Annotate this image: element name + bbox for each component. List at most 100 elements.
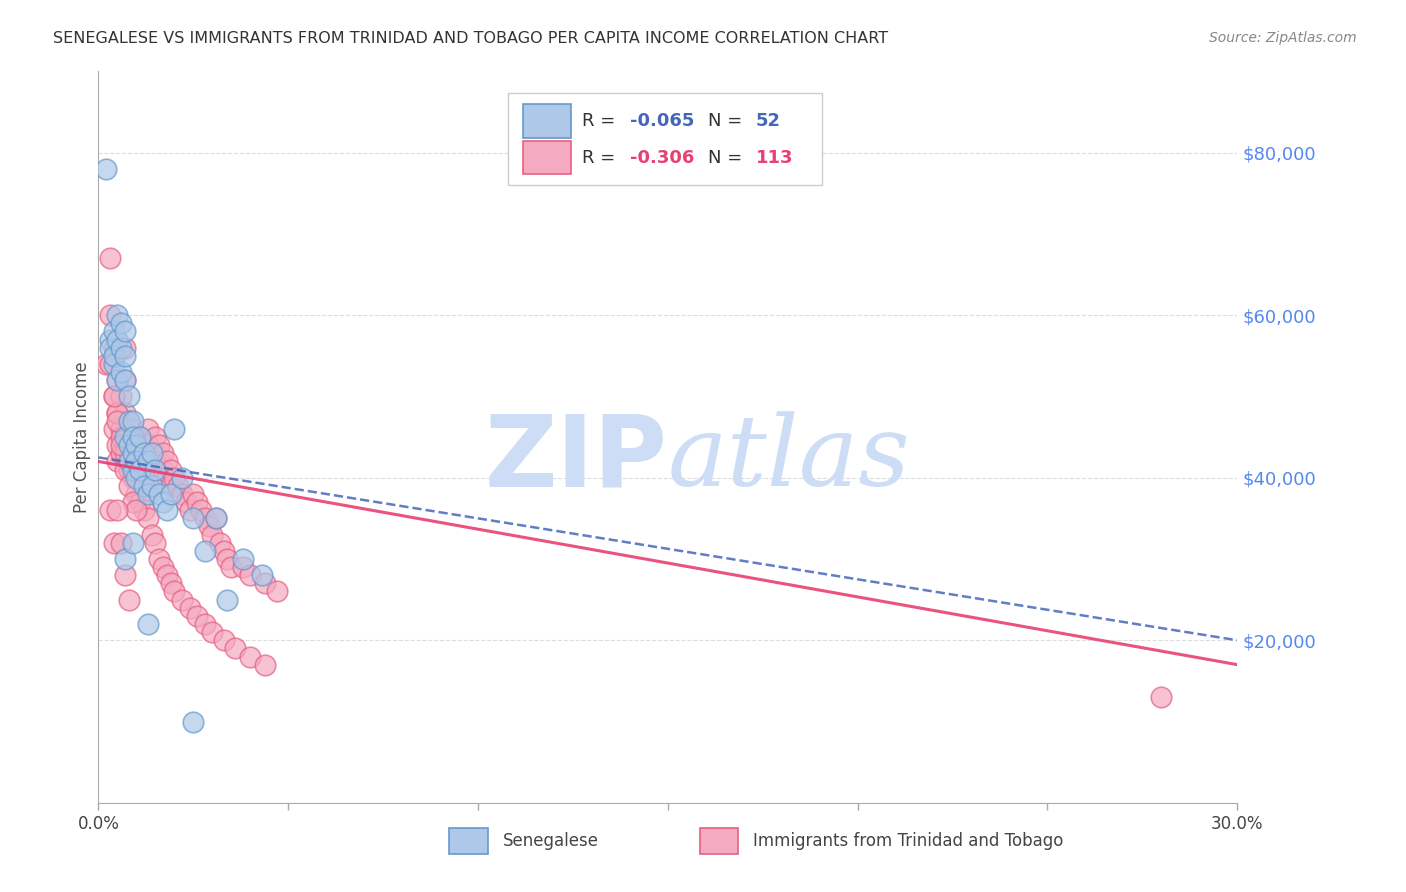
Point xyxy=(125,454,148,468)
Point xyxy=(163,471,186,485)
Point xyxy=(201,625,224,640)
Point xyxy=(148,454,170,468)
Point xyxy=(159,479,181,493)
Point xyxy=(110,446,132,460)
Text: N =: N = xyxy=(707,112,748,130)
Text: atlas: atlas xyxy=(668,411,911,507)
Point xyxy=(132,479,155,493)
Text: Source: ZipAtlas.com: Source: ZipAtlas.com xyxy=(1209,31,1357,45)
Point xyxy=(98,333,121,347)
Point xyxy=(121,462,143,476)
Point xyxy=(110,365,132,379)
Point xyxy=(145,430,167,444)
Point xyxy=(152,446,174,460)
Point xyxy=(114,446,136,460)
Point xyxy=(110,422,132,436)
Point xyxy=(136,438,159,452)
Point xyxy=(125,430,148,444)
Point xyxy=(125,438,148,452)
Point xyxy=(159,487,181,501)
Point xyxy=(121,430,143,444)
Point xyxy=(217,552,239,566)
Point xyxy=(136,454,159,468)
FancyBboxPatch shape xyxy=(509,94,821,185)
Point xyxy=(186,608,208,623)
Point xyxy=(94,161,117,176)
Point xyxy=(197,519,219,533)
Point xyxy=(254,576,277,591)
Point xyxy=(118,446,141,460)
Point xyxy=(103,349,125,363)
Point xyxy=(125,471,148,485)
Point xyxy=(159,462,181,476)
Point xyxy=(103,341,125,355)
Point xyxy=(129,462,152,476)
Point xyxy=(125,503,148,517)
Point xyxy=(254,657,277,672)
Y-axis label: Per Capita Income: Per Capita Income xyxy=(73,361,91,513)
Point xyxy=(107,308,129,322)
Text: R =: R = xyxy=(582,112,621,130)
Point xyxy=(114,568,136,582)
Point xyxy=(145,446,167,460)
Text: N =: N = xyxy=(707,149,748,167)
Point xyxy=(250,568,273,582)
Point xyxy=(118,479,141,493)
Point xyxy=(121,462,143,476)
Point xyxy=(136,511,159,525)
Point xyxy=(232,560,254,574)
Point xyxy=(114,373,136,387)
Text: -0.306: -0.306 xyxy=(630,149,695,167)
FancyBboxPatch shape xyxy=(523,141,571,175)
Point xyxy=(129,462,152,476)
Point xyxy=(107,438,129,452)
Point xyxy=(141,446,163,460)
Point xyxy=(118,462,141,476)
Point xyxy=(118,389,141,403)
Point xyxy=(107,373,129,387)
Point xyxy=(232,552,254,566)
Point xyxy=(194,511,217,525)
Point xyxy=(152,462,174,476)
Point xyxy=(121,422,143,436)
Point xyxy=(118,592,141,607)
Point xyxy=(129,430,152,444)
Text: -0.065: -0.065 xyxy=(630,112,695,130)
Point xyxy=(132,471,155,485)
Point xyxy=(163,584,186,599)
Point xyxy=(1150,690,1173,705)
Point xyxy=(141,479,163,493)
Point xyxy=(103,389,125,403)
Point xyxy=(156,503,179,517)
Point xyxy=(114,430,136,444)
Point xyxy=(110,438,132,452)
Point xyxy=(125,487,148,501)
Point xyxy=(148,438,170,452)
Text: 52: 52 xyxy=(755,112,780,130)
Point xyxy=(103,325,125,339)
Text: Immigrants from Trinidad and Tobago: Immigrants from Trinidad and Tobago xyxy=(754,832,1064,850)
Point xyxy=(141,462,163,476)
Point xyxy=(152,560,174,574)
Point xyxy=(103,389,125,403)
Point xyxy=(121,414,143,428)
Point xyxy=(114,438,136,452)
Point xyxy=(174,495,197,509)
Point xyxy=(167,479,190,493)
Point xyxy=(114,373,136,387)
Point xyxy=(103,422,125,436)
Point xyxy=(98,503,121,517)
Point xyxy=(132,446,155,460)
Point xyxy=(179,503,201,517)
Point xyxy=(125,438,148,452)
Point xyxy=(129,446,152,460)
Point xyxy=(107,373,129,387)
Point xyxy=(118,414,141,428)
Point xyxy=(136,422,159,436)
Text: 113: 113 xyxy=(755,149,793,167)
FancyBboxPatch shape xyxy=(700,828,738,854)
Point xyxy=(239,568,262,582)
Point xyxy=(110,316,132,330)
Point xyxy=(141,479,163,493)
Point xyxy=(239,649,262,664)
